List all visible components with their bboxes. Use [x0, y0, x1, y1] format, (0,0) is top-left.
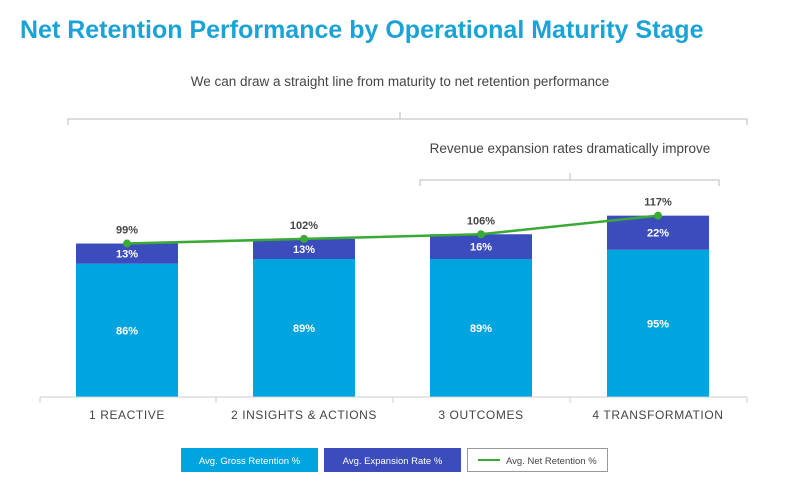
legend-net-box: [467, 448, 608, 472]
bar-gross-2: [253, 259, 355, 397]
legend-gross-label: Avg. Gross Retention %: [199, 456, 301, 467]
label-gross-4: 95%: [647, 318, 669, 330]
label-gross-2: 89%: [293, 323, 315, 335]
label-expansion-4: 22%: [647, 228, 669, 240]
category-label-2: 2 INSIGHTS & ACTIONS: [231, 408, 377, 422]
bar-expansion-3: [430, 234, 532, 260]
net-retention-point-1: [123, 239, 131, 248]
bar-expansion-2: [253, 238, 355, 260]
bars: 86% 13% 89% 13% 89% 16% 95% 22%: [76, 215, 709, 397]
net-retention-label-1: 99%: [116, 225, 138, 237]
bracket-overall: [67, 112, 748, 125]
category-label-3: 3 OUTCOMES: [438, 408, 523, 422]
label-expansion-1: 13%: [116, 249, 138, 261]
bar-expansion-4: [607, 215, 709, 250]
chart-title: Net Retention Performance by Operational…: [20, 16, 704, 44]
category-label-4: 4 TRANSFORMATION: [592, 408, 723, 422]
bar-gross-4: [607, 249, 709, 397]
label-expansion-3: 16%: [470, 242, 492, 254]
legend: Avg. Gross Retention % Avg. Expansion Rat…: [181, 448, 608, 472]
label-gross-1: 86%: [116, 325, 138, 337]
net-retention-label-2: 102%: [290, 220, 318, 232]
annotation-expansion: Revenue expansion rates dramatically imp…: [430, 141, 711, 156]
net-retention-polyline: [126, 214, 659, 245]
x-axis: 1 REACTIVE 2 INSIGHTS & ACTIONS 3 OUTCOMES…: [39, 396, 748, 422]
bar-gross-3: [430, 259, 532, 397]
net-retention-point-2: [300, 234, 308, 243]
net-retention-line: 99% 102% 106% 117%: [116, 197, 672, 248]
label-gross-3: 89%: [470, 323, 492, 335]
legend-expansion-swatch: [324, 448, 461, 472]
bar-gross-1: [76, 263, 178, 397]
net-retention-label-4: 117%: [644, 197, 672, 209]
legend-gross-swatch: [181, 448, 318, 472]
bracket-expansion: [419, 173, 720, 186]
label-expansion-2: 13%: [293, 244, 315, 256]
net-retention-point-4: [654, 211, 662, 220]
annotations: We can draw a straight line from maturit…: [67, 74, 748, 186]
legend-expansion-label: Avg. Expansion Rate %: [343, 456, 443, 467]
net-retention-label-3: 106%: [467, 215, 495, 227]
net-retention-point-3: [477, 230, 485, 239]
legend-net-label: Avg. Net Retention %: [506, 456, 597, 467]
category-label-1: 1 REACTIVE: [89, 408, 165, 422]
annotation-overall: We can draw a straight line from maturit…: [191, 74, 609, 89]
bar-expansion-1: [76, 243, 178, 264]
